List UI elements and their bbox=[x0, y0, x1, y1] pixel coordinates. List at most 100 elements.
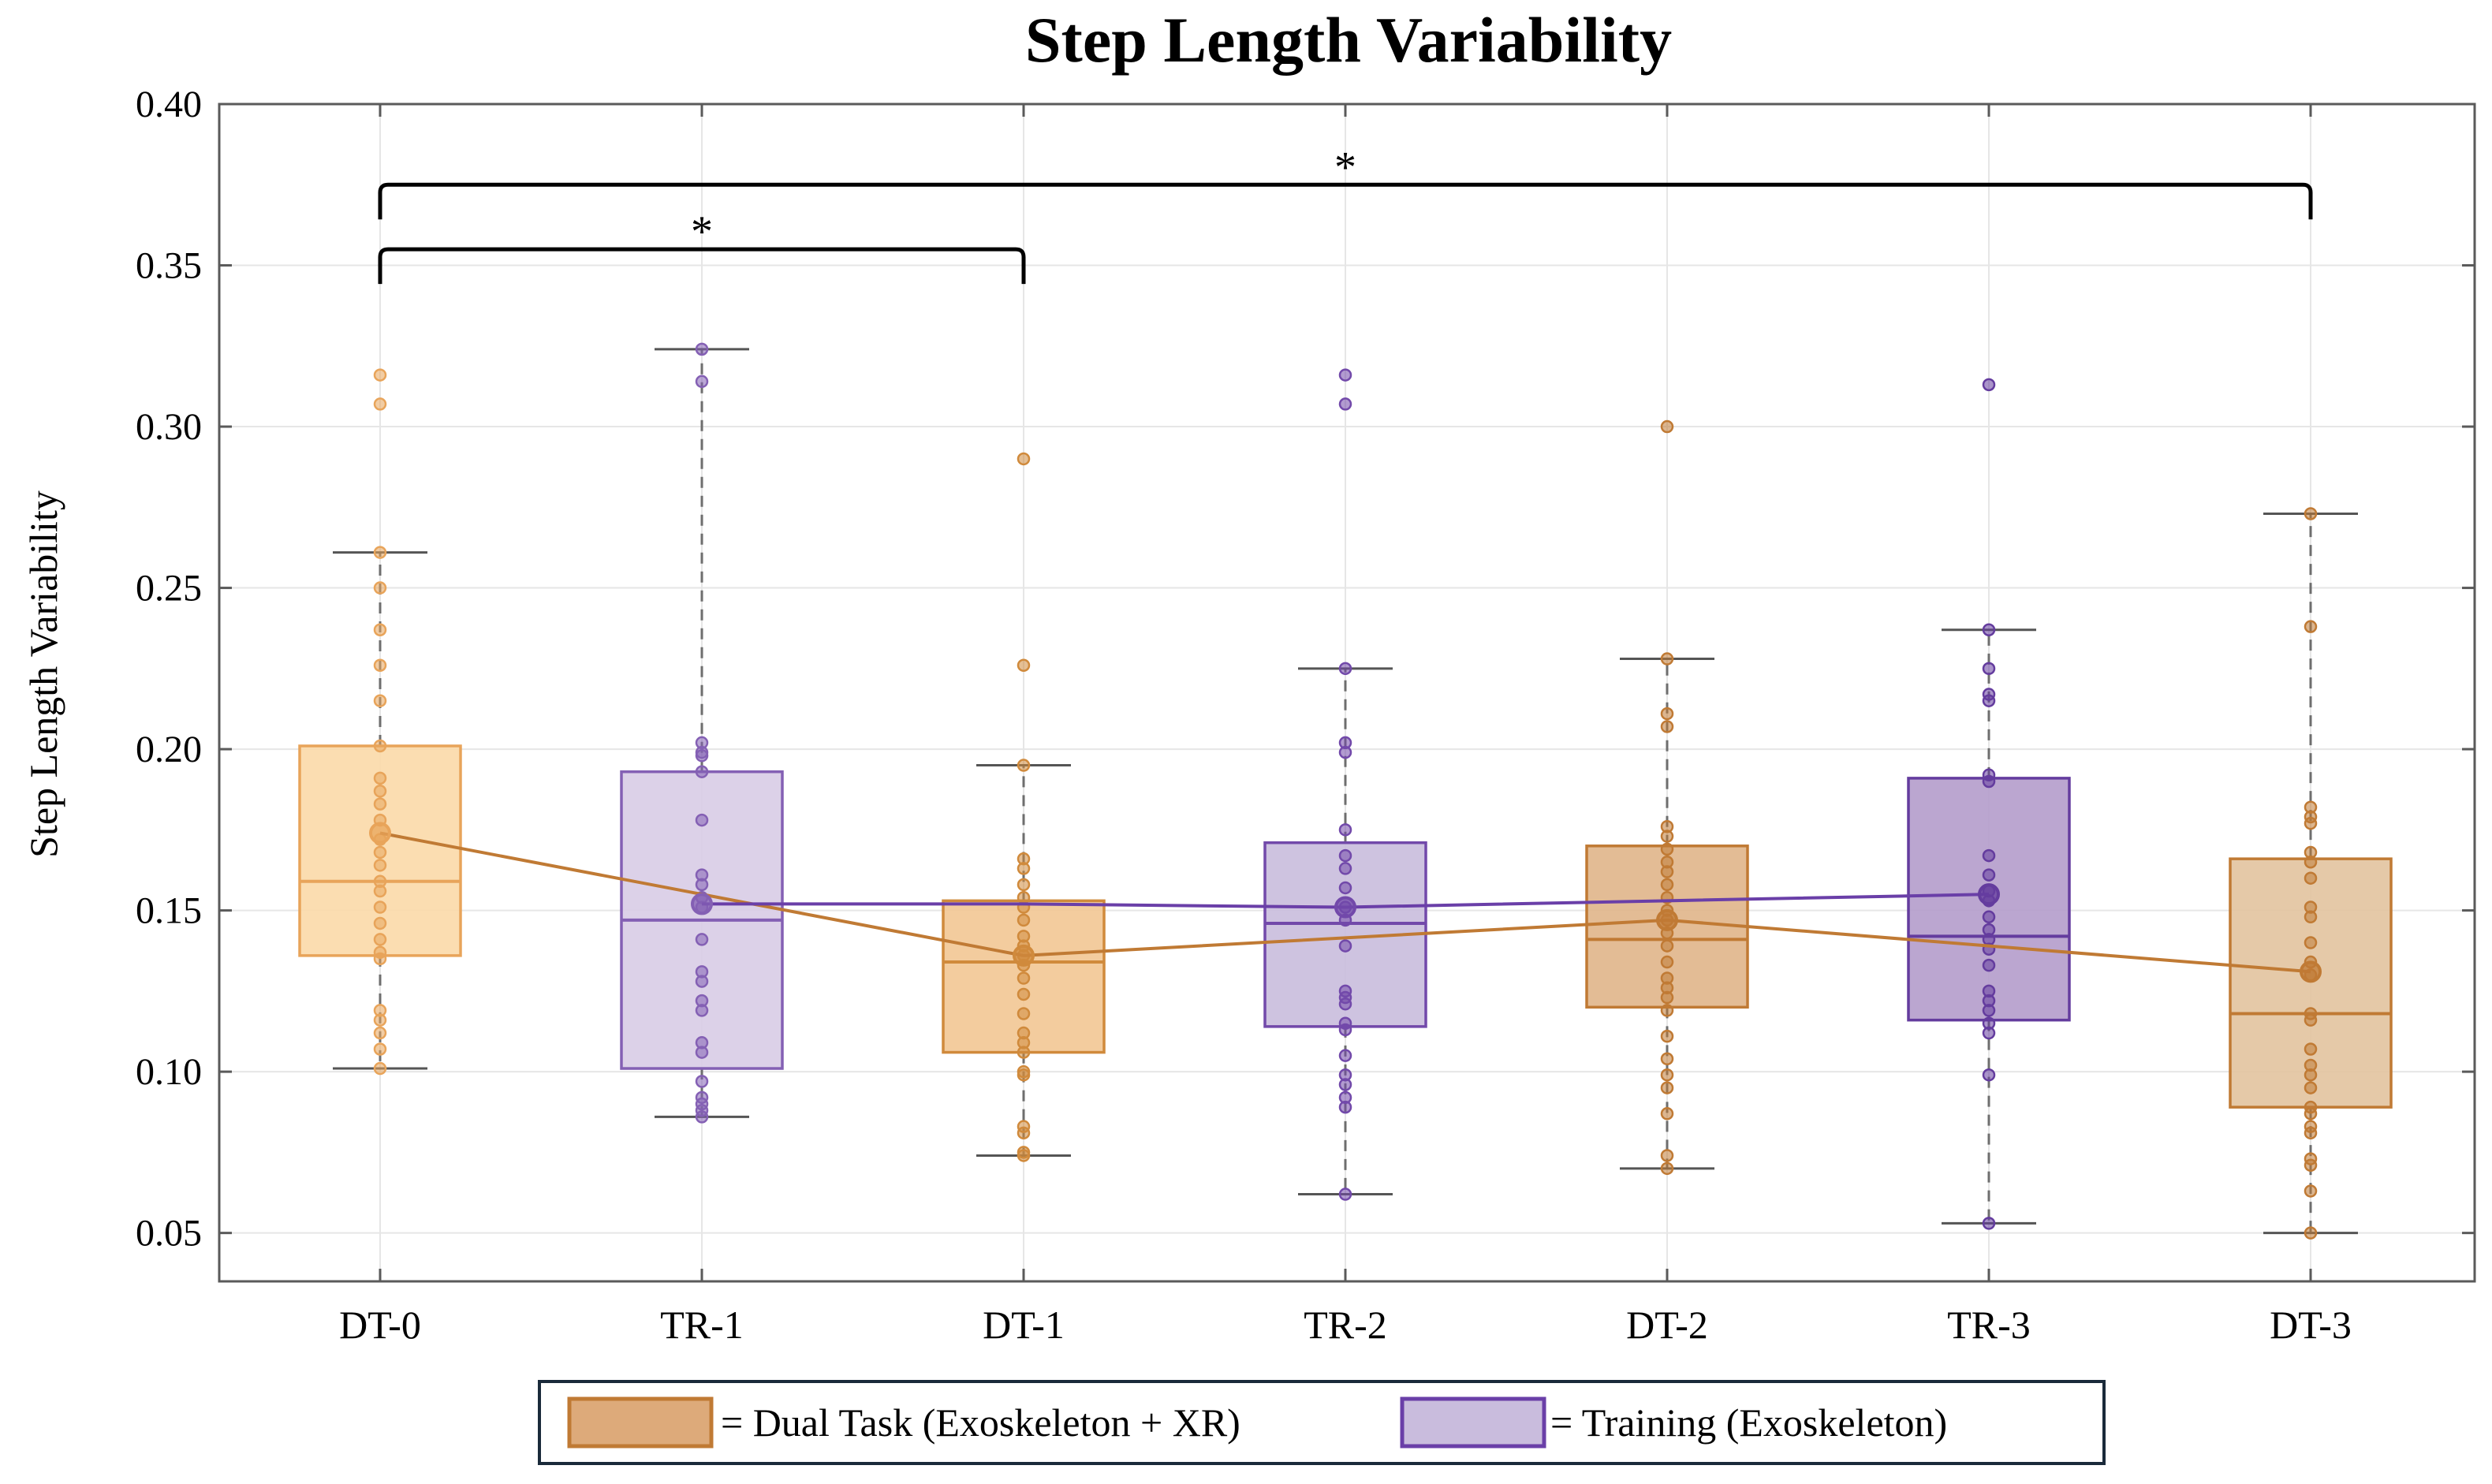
y-axis-label: Step Length Variability bbox=[21, 490, 65, 858]
data-point bbox=[1017, 1068, 1031, 1082]
legend-swatch bbox=[1400, 1396, 1546, 1449]
data-point bbox=[2304, 1107, 2318, 1120]
data-point bbox=[1017, 1149, 1031, 1162]
data-point bbox=[373, 933, 387, 946]
y-tick-label: 0.10 bbox=[136, 1051, 202, 1093]
data-point bbox=[2304, 1158, 2318, 1172]
significance-bracket bbox=[378, 247, 1026, 285]
data-point bbox=[1338, 745, 1352, 759]
mean-marker bbox=[2300, 960, 2322, 983]
data-point bbox=[373, 623, 387, 636]
data-point bbox=[1660, 1107, 1674, 1120]
legend-label: = Training (Exoskeleton) bbox=[1550, 1400, 1947, 1445]
data-point bbox=[373, 785, 387, 798]
y-tick-label: 0.25 bbox=[136, 568, 202, 610]
data-point bbox=[1982, 378, 1996, 392]
data-point bbox=[1660, 1068, 1674, 1082]
data-point bbox=[1338, 939, 1352, 953]
data-point bbox=[2304, 816, 2318, 830]
data-point bbox=[1017, 971, 1031, 985]
data-point bbox=[2304, 1184, 2318, 1198]
x-tick-label: DT-0 bbox=[339, 1303, 421, 1347]
data-point bbox=[1338, 1078, 1352, 1091]
data-point bbox=[695, 765, 709, 778]
x-tick-label: TR-2 bbox=[1304, 1303, 1387, 1347]
data-point bbox=[373, 581, 387, 595]
mean-lines bbox=[369, 822, 2322, 983]
data-point bbox=[373, 397, 387, 411]
labels: Step Length Variability Step Length Vari… bbox=[21, 4, 1672, 858]
data-point bbox=[1017, 1007, 1031, 1020]
data-point bbox=[1017, 1126, 1031, 1140]
mean-marker bbox=[1334, 896, 1356, 919]
data-point bbox=[1338, 397, 1352, 411]
data-point bbox=[373, 859, 387, 872]
data-point bbox=[1982, 1068, 1996, 1082]
data-point bbox=[1660, 990, 1674, 1005]
y-tick-label: 0.15 bbox=[136, 890, 202, 932]
data-point bbox=[695, 375, 709, 389]
mean-marker bbox=[1656, 908, 1678, 931]
data-point bbox=[1660, 1052, 1674, 1066]
data-point bbox=[2304, 1126, 2318, 1140]
data-point bbox=[1017, 913, 1031, 927]
data-point bbox=[1660, 652, 1674, 666]
data-point bbox=[1660, 878, 1674, 892]
data-point bbox=[373, 900, 387, 914]
x-tick-label: DT-3 bbox=[2270, 1303, 2352, 1347]
data-point bbox=[2304, 620, 2318, 633]
data-point bbox=[1982, 1217, 1996, 1230]
data-point bbox=[2304, 871, 2318, 885]
data-point bbox=[1660, 1029, 1674, 1043]
data-point bbox=[1660, 1081, 1674, 1094]
data-point bbox=[1982, 662, 1996, 676]
data-point bbox=[2304, 1081, 2318, 1094]
y-tick-label: 0.05 bbox=[136, 1213, 202, 1255]
x-tick-label: TR-3 bbox=[1947, 1303, 2031, 1347]
data-point bbox=[373, 916, 387, 930]
x-tick-label: DT-1 bbox=[983, 1303, 1065, 1347]
data-point bbox=[2304, 855, 2318, 869]
mean-marker bbox=[1978, 883, 2000, 906]
y-tick-label: 0.35 bbox=[136, 245, 202, 287]
data-point bbox=[1338, 368, 1352, 382]
data-point bbox=[1982, 1004, 1996, 1017]
data-point bbox=[1017, 1046, 1031, 1059]
data-point bbox=[2304, 1226, 2318, 1240]
data-point bbox=[1660, 842, 1674, 856]
data-point bbox=[373, 368, 387, 382]
data-point bbox=[1017, 987, 1031, 1001]
data-point bbox=[1982, 694, 1996, 707]
data-point bbox=[373, 1042, 387, 1056]
data-point bbox=[1982, 1026, 1996, 1040]
data-point bbox=[373, 658, 387, 672]
data-point bbox=[695, 1004, 709, 1017]
significance-label: * bbox=[1334, 143, 1356, 192]
data-point bbox=[1982, 868, 1996, 882]
box-group-dt-1 bbox=[942, 452, 1106, 1162]
data-point bbox=[695, 933, 709, 946]
y-tick-label: 0.40 bbox=[136, 84, 202, 125]
box-group-dt-0 bbox=[298, 368, 462, 1076]
data-point bbox=[1982, 774, 1996, 789]
data-point bbox=[2304, 507, 2318, 520]
significance-brackets: ** bbox=[378, 143, 2313, 285]
data-point bbox=[695, 813, 709, 827]
y-tick-label: 0.30 bbox=[136, 406, 202, 448]
data-point bbox=[373, 1026, 387, 1040]
data-point bbox=[373, 771, 387, 785]
data-point bbox=[1338, 997, 1352, 1011]
data-point bbox=[1660, 707, 1674, 721]
data-point bbox=[373, 1061, 387, 1076]
data-point bbox=[1660, 865, 1674, 878]
data-point bbox=[373, 694, 387, 707]
legend-box bbox=[538, 1380, 2106, 1465]
data-point bbox=[1660, 419, 1674, 434]
data-point bbox=[695, 975, 709, 988]
data-point bbox=[1338, 862, 1352, 875]
data-point bbox=[373, 546, 387, 559]
legend-label: = Dual Task (Exoskeleton + XR) bbox=[721, 1400, 1240, 1445]
data-point bbox=[695, 749, 709, 763]
